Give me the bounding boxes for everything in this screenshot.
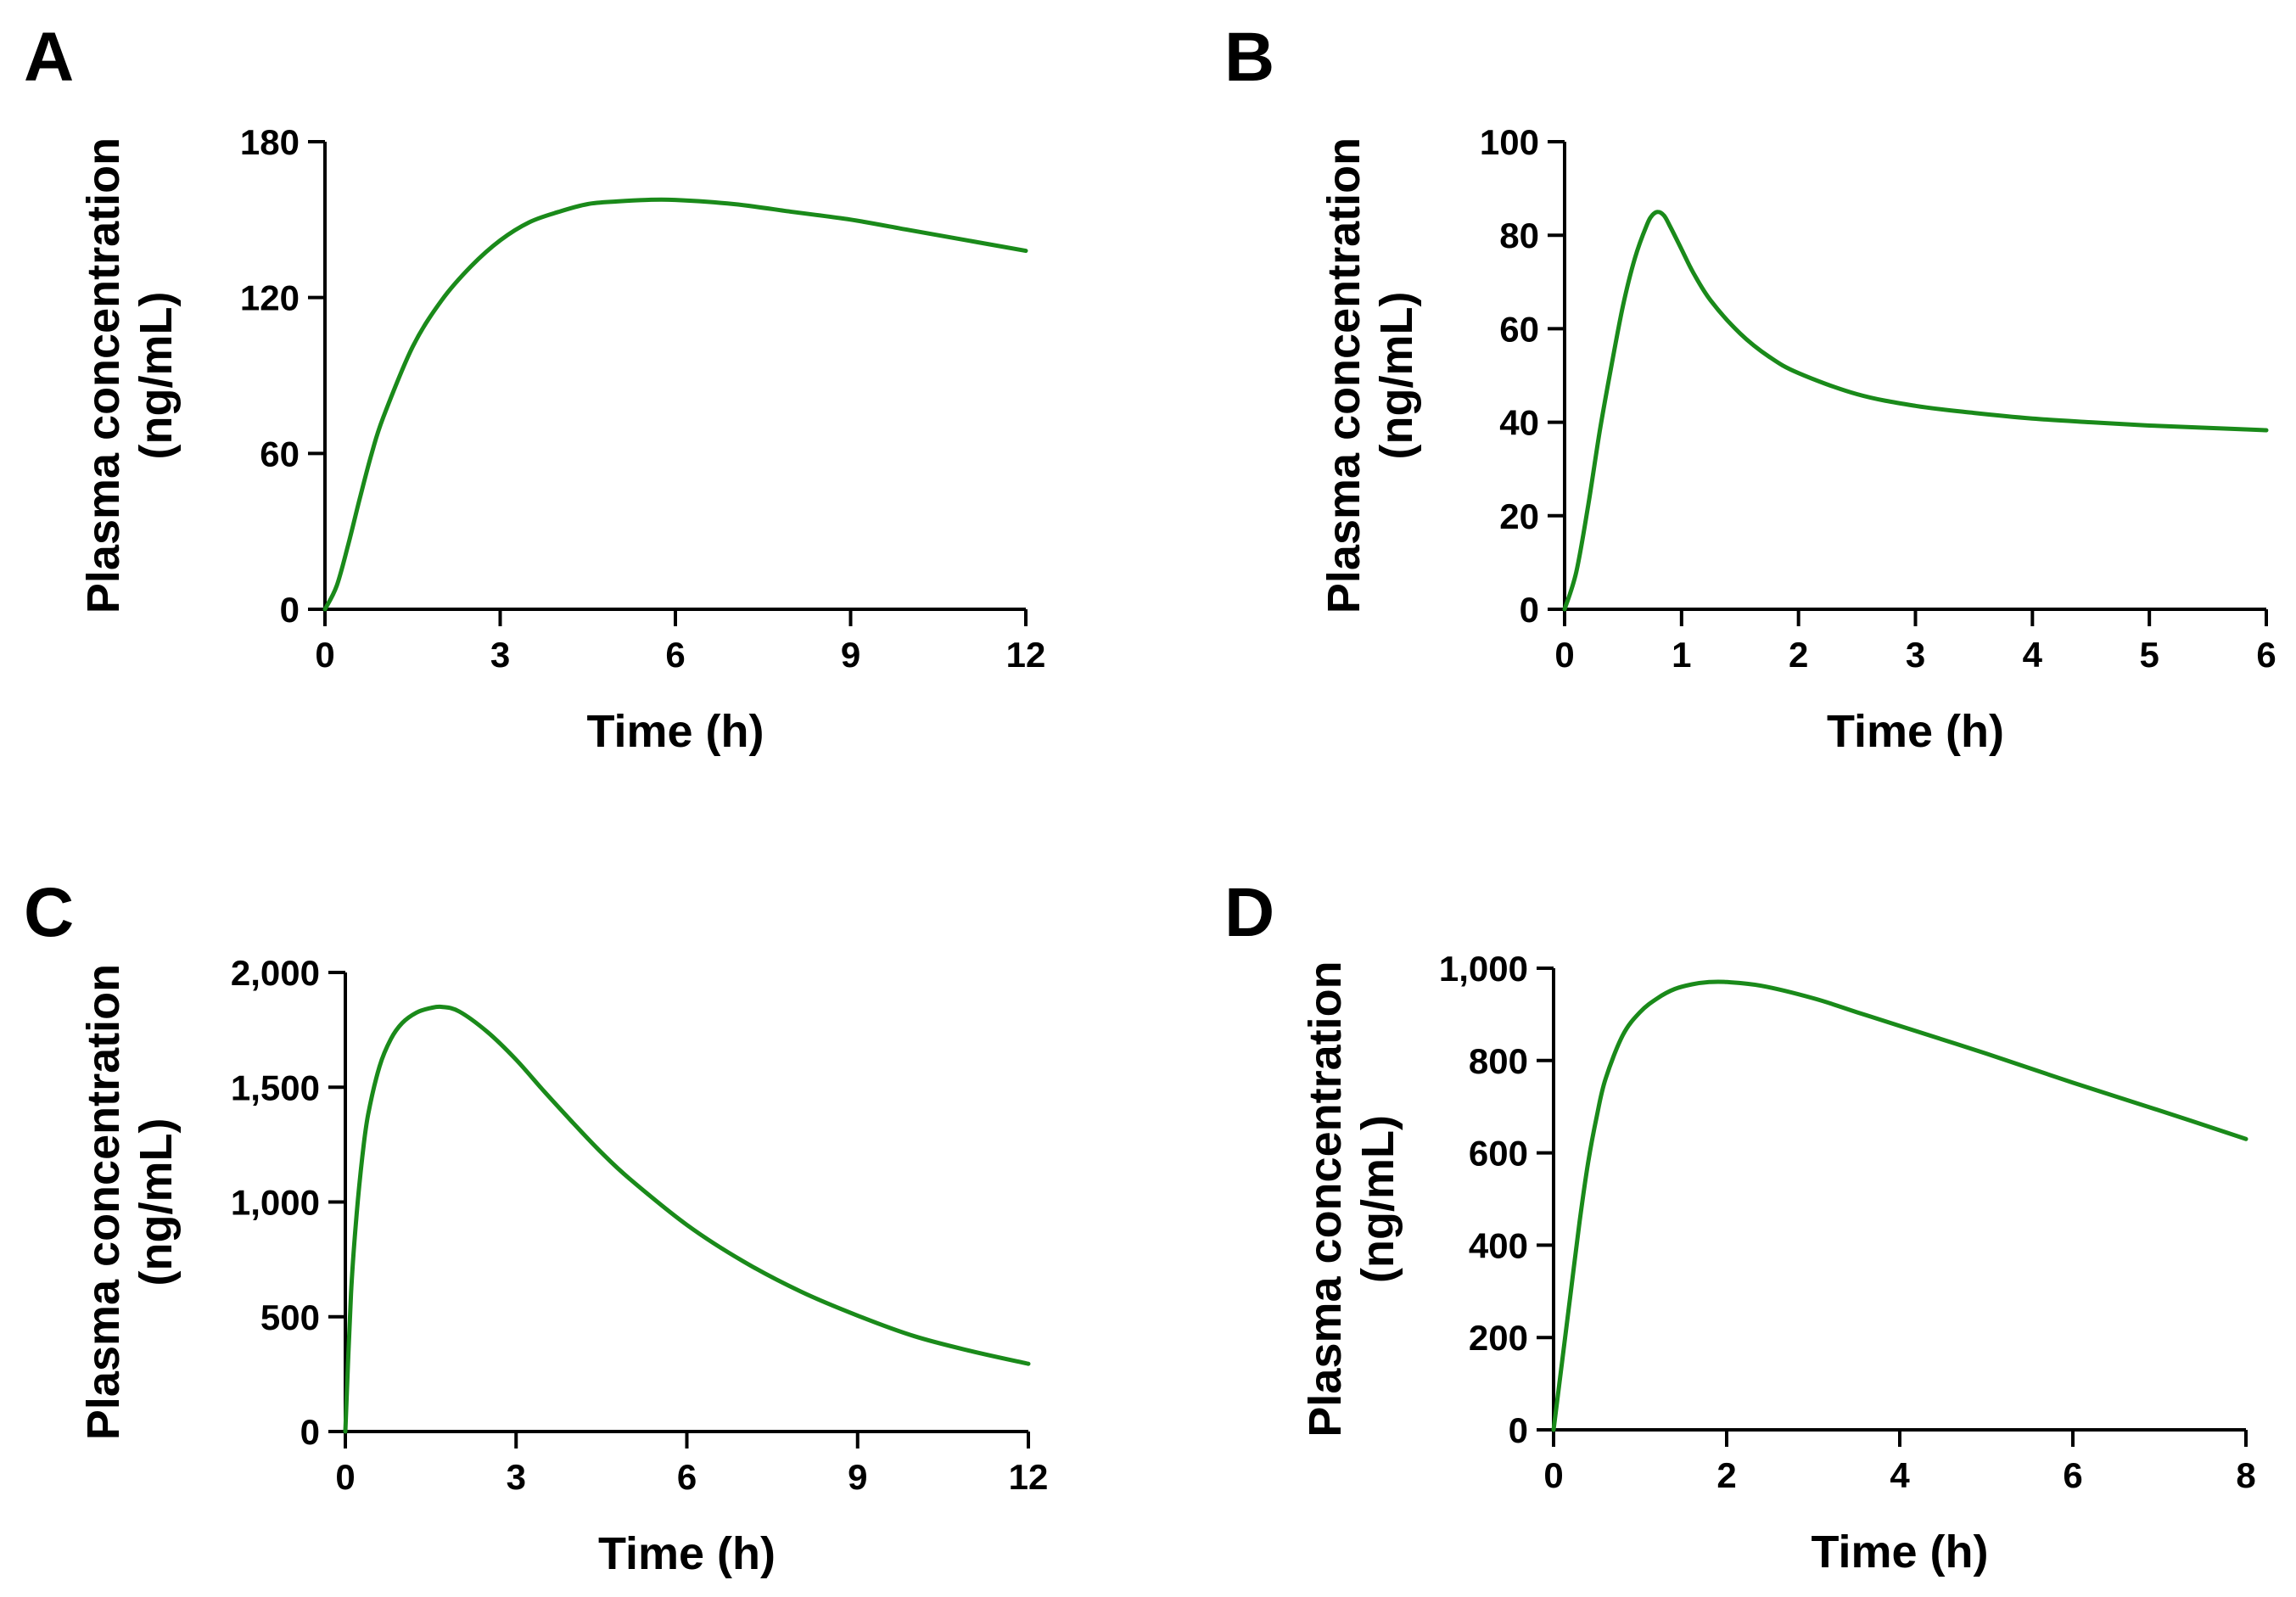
concentration-curve bbox=[1562, 210, 2269, 612]
concentration-curve bbox=[322, 197, 1028, 612]
x-tick-label: 3 bbox=[490, 635, 510, 675]
y-tick-label: 2,000 bbox=[231, 953, 320, 993]
y-axis-title-line2: (ng/mL) bbox=[131, 292, 182, 460]
x-tick-label: 9 bbox=[848, 1457, 867, 1497]
y-tick-label: 0 bbox=[280, 590, 300, 630]
y-tick-label: 0 bbox=[300, 1412, 320, 1452]
y-axis-title-line1: Plasma concentration bbox=[1319, 137, 1369, 614]
x-tick-label: 0 bbox=[1543, 1455, 1563, 1495]
x-axis-title: Time (h) bbox=[586, 706, 764, 757]
x-tick-label: 0 bbox=[315, 635, 334, 675]
x-tick-label: 0 bbox=[1554, 635, 1574, 675]
y-axis-title-line1: Plasma concentration bbox=[1300, 961, 1351, 1437]
x-tick-label: 6 bbox=[2063, 1455, 2082, 1495]
y-axis-title-line2: (ng/mL) bbox=[1371, 292, 1422, 460]
x-axis-title: Time (h) bbox=[598, 1528, 776, 1579]
panel-label: A bbox=[24, 19, 74, 96]
panel-c: C 0 3 6 9 12 0 500 1,000 1,500 2,000 Time (h) Plasma… bbox=[24, 874, 1048, 1579]
y-tick-label: 1,500 bbox=[231, 1067, 320, 1107]
y-axis-title-line1: Plasma concentration bbox=[78, 964, 129, 1440]
panel-label: D bbox=[1224, 874, 1274, 951]
concentration-curve bbox=[1551, 979, 2248, 1432]
y-tick-label: 180 bbox=[240, 122, 300, 162]
y-tick-label: 1,000 bbox=[231, 1183, 320, 1223]
x-tick-label: 12 bbox=[1009, 1457, 1049, 1497]
y-tick-label: 0 bbox=[1520, 590, 1539, 630]
x-tick-label: 4 bbox=[1890, 1455, 1910, 1495]
y-tick-label: 40 bbox=[1499, 403, 1539, 443]
x-tick-label: 6 bbox=[677, 1457, 697, 1497]
x-tick-label: 6 bbox=[2256, 635, 2276, 675]
x-tick-label: 0 bbox=[335, 1457, 355, 1497]
x-tick-label: 4 bbox=[2023, 635, 2043, 675]
y-tick-label: 400 bbox=[1469, 1225, 1528, 1265]
y-axis-title-line2: (ng/mL) bbox=[131, 1118, 182, 1286]
x-tick-label: 5 bbox=[2139, 635, 2159, 675]
x-tick-label: 1 bbox=[1672, 635, 1691, 675]
panel-label: C bbox=[24, 874, 74, 951]
panel-label: B bbox=[1224, 19, 1274, 96]
x-tick-label: 12 bbox=[1006, 635, 1046, 675]
y-tick-label: 100 bbox=[1480, 122, 1539, 162]
x-tick-label: 8 bbox=[2236, 1455, 2255, 1495]
x-tick-label: 3 bbox=[1906, 635, 1925, 675]
y-tick-label: 600 bbox=[1469, 1134, 1528, 1174]
panel-d: D 0 2 4 6 8 0 200 400 600 800 1,000 Time (h) Plasma c… bbox=[1224, 874, 2256, 1577]
x-tick-label: 3 bbox=[507, 1457, 526, 1497]
x-axis-title: Time (h) bbox=[1827, 706, 2004, 757]
y-tick-label: 60 bbox=[1499, 309, 1539, 349]
y-tick-label: 60 bbox=[260, 434, 300, 473]
y-tick-label: 800 bbox=[1469, 1041, 1528, 1081]
x-tick-label: 9 bbox=[841, 635, 860, 675]
y-tick-label: 200 bbox=[1469, 1318, 1528, 1358]
y-tick-label: 80 bbox=[1499, 216, 1539, 255]
x-tick-label: 6 bbox=[665, 635, 685, 675]
y-axis-title-line1: Plasma concentration bbox=[78, 137, 129, 614]
x-tick-label: 2 bbox=[1789, 635, 1808, 675]
y-tick-label: 1,000 bbox=[1439, 949, 1528, 989]
x-tick-label: 2 bbox=[1716, 1455, 1736, 1495]
concentration-curve bbox=[343, 1004, 1031, 1434]
y-tick-label: 0 bbox=[1509, 1410, 1528, 1450]
y-tick-label: 20 bbox=[1499, 496, 1539, 536]
y-tick-label: 120 bbox=[240, 278, 300, 318]
y-axis-title-line2: (ng/mL) bbox=[1352, 1115, 1403, 1283]
x-axis-title: Time (h) bbox=[1811, 1527, 1988, 1577]
y-tick-label: 500 bbox=[260, 1297, 320, 1337]
